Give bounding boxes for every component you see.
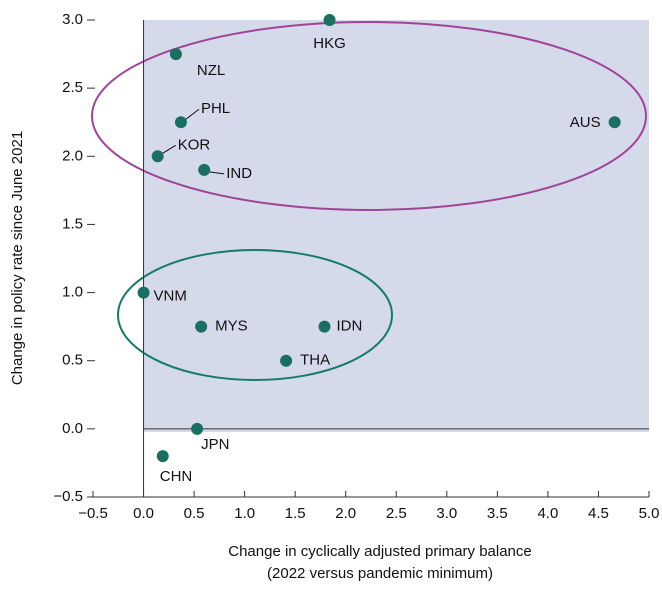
x-tick-label: 3.0 bbox=[436, 505, 457, 522]
leader-line bbox=[185, 108, 200, 120]
x-axis-title: (2022 versus pandemic minimum) bbox=[267, 565, 493, 582]
point bbox=[137, 286, 150, 299]
x-tick-label: −0.5 bbox=[78, 505, 108, 522]
point bbox=[156, 450, 169, 463]
point-label: IND bbox=[226, 165, 252, 182]
x-tick-label: 1.5 bbox=[285, 505, 306, 522]
group-ellipse bbox=[91, 21, 647, 211]
x-tick-label: 2.0 bbox=[335, 505, 356, 522]
point bbox=[151, 150, 164, 163]
x-tick-label: 2.5 bbox=[386, 505, 407, 522]
x-tick-label: 1.0 bbox=[234, 505, 255, 522]
y-tick-label: 2.0 bbox=[62, 147, 83, 164]
shaded-region bbox=[143, 20, 649, 432]
point bbox=[174, 116, 187, 129]
point-label: JPN bbox=[201, 436, 229, 453]
point-label: AUS bbox=[570, 114, 601, 131]
point-label: PHL bbox=[201, 100, 230, 117]
point-label: HKG bbox=[313, 35, 346, 52]
x-tick-label: 3.5 bbox=[487, 505, 508, 522]
point bbox=[608, 116, 621, 129]
y-axis-title: Change in policy rate since June 2021 bbox=[9, 131, 26, 385]
x-tick-label: 0.5 bbox=[184, 505, 205, 522]
point-label: IDN bbox=[336, 318, 362, 335]
y-tick-label: 3.0 bbox=[62, 11, 83, 28]
x-axis-title: Change in cyclically adjusted primary ba… bbox=[228, 543, 532, 560]
y-tick-label: 1.5 bbox=[62, 215, 83, 232]
y-tick-label: 1.0 bbox=[62, 284, 83, 301]
point-label: KOR bbox=[178, 136, 211, 153]
leader-line bbox=[209, 171, 225, 175]
x-tick-label: 4.5 bbox=[588, 505, 609, 522]
point-label: THA bbox=[300, 352, 330, 369]
point bbox=[198, 163, 211, 176]
point-label: VNM bbox=[154, 288, 187, 305]
point-label: MYS bbox=[215, 318, 248, 335]
y-tick-label: 0.0 bbox=[62, 420, 83, 437]
point bbox=[323, 14, 336, 26]
group-ellipse bbox=[117, 249, 393, 381]
point bbox=[318, 320, 331, 333]
y-tick-label: −0.5 bbox=[53, 488, 83, 505]
x-tick-label: 0.0 bbox=[133, 505, 154, 522]
point bbox=[191, 422, 204, 435]
x-tick-label: 5.0 bbox=[639, 505, 660, 522]
y-tick-label: 2.5 bbox=[62, 79, 83, 96]
point-label: CHN bbox=[160, 468, 193, 485]
y-tick-label: 0.5 bbox=[62, 352, 83, 369]
point-label: NZL bbox=[197, 62, 225, 79]
point bbox=[195, 320, 208, 333]
point bbox=[169, 48, 182, 61]
point bbox=[280, 354, 293, 367]
x-tick-label: 4.0 bbox=[537, 505, 558, 522]
leader-line bbox=[162, 144, 176, 154]
